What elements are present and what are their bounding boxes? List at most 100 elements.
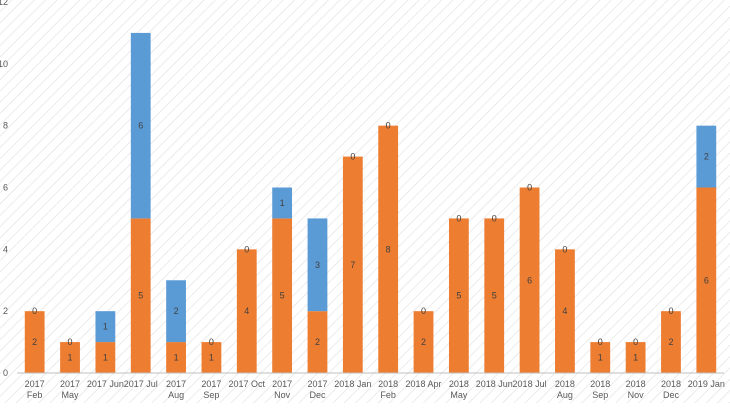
bar-segment-orange — [307, 311, 328, 373]
data-label: 2 — [315, 337, 320, 347]
data-label: 4 — [244, 306, 249, 316]
x-tick-label: Dec — [309, 390, 326, 400]
data-label: 0 — [598, 337, 603, 347]
bar-segment-orange — [696, 187, 717, 373]
x-tick-label: 2018 Jun — [476, 379, 513, 389]
x-tick-label: May — [62, 390, 80, 400]
x-tick-label: 2017 Jun — [87, 379, 124, 389]
data-label: 1 — [103, 353, 108, 363]
data-label: 1 — [209, 353, 214, 363]
bar-segment-orange — [519, 187, 540, 373]
data-label: 1 — [68, 353, 73, 363]
bar-segment-orange — [378, 125, 399, 374]
x-tick-label: Sep — [203, 390, 219, 400]
bar-segment-orange — [625, 342, 646, 373]
bar-segment-orange — [60, 342, 80, 373]
data-label: 0 — [68, 337, 73, 347]
y-axis: 0 2 4 6 8 10 12 — [0, 0, 8, 378]
data-label: 0 — [209, 337, 214, 347]
data-label: 8 — [386, 244, 391, 254]
data-labels: 2 0 1 0 1 1 5 6 1 2 1 0 4 0 5 1 2 3 7 0 8 0 2 0 5 0 5 0 6 0 4 0 1 0 1 0 2 0 6 2 — [32, 121, 709, 363]
x-tick-label: 2019 Jan — [688, 379, 725, 389]
data-label: 1 — [280, 198, 285, 208]
data-label: 5 — [280, 291, 285, 301]
x-tick-label: Feb — [380, 390, 396, 400]
data-label: 5 — [456, 291, 461, 301]
data-label: 1 — [598, 353, 603, 363]
data-label: 0 — [668, 306, 673, 316]
data-label: 6 — [704, 275, 709, 285]
data-label: 0 — [492, 213, 497, 223]
data-label: 4 — [562, 306, 567, 316]
data-label: 0 — [386, 121, 391, 131]
x-tick-label: Nov — [628, 390, 645, 400]
x-tick-label: Dec — [663, 390, 680, 400]
bar-segment-blue — [130, 32, 151, 219]
data-label: 2 — [421, 337, 426, 347]
x-tick-label: Aug — [557, 390, 573, 400]
bar-series — [24, 32, 717, 374]
data-label: 0 — [456, 213, 461, 223]
x-tick-label: 2017 — [25, 379, 45, 389]
bar-segment-orange — [484, 218, 505, 373]
data-label: 1 — [103, 322, 108, 332]
data-label: 1 — [174, 353, 179, 363]
bar-segment-orange — [272, 218, 293, 373]
data-label: 7 — [350, 260, 355, 270]
x-tick-label: 2018 — [626, 379, 646, 389]
bar-segment-blue — [696, 125, 717, 188]
x-tick-label: 2017 — [166, 379, 186, 389]
x-tick-label: 2017 Oct — [229, 379, 266, 389]
x-tick-label: Nov — [274, 390, 291, 400]
data-label: 2 — [32, 337, 37, 347]
bar-segment-orange — [590, 342, 611, 373]
bar-segment-orange — [555, 249, 575, 373]
x-tick-label: 2017 — [201, 379, 221, 389]
bar-segment-orange — [24, 311, 45, 373]
bar-segment-orange — [342, 156, 363, 373]
data-label: 2 — [174, 306, 179, 316]
y-tick-label: 2 — [3, 306, 8, 316]
bar-segment-orange — [166, 342, 186, 373]
x-tick-label: 2018 — [590, 379, 610, 389]
bar-segment-blue — [166, 280, 186, 343]
bar-segment-orange — [236, 249, 257, 373]
x-tick-label: 2018 — [449, 379, 469, 389]
data-label: 2 — [704, 152, 709, 162]
data-label: 1 — [633, 353, 638, 363]
data-label: 0 — [527, 183, 532, 193]
y-tick-label: 8 — [3, 121, 8, 131]
x-tick-label: Feb — [27, 390, 43, 400]
y-tick-label: 0 — [3, 368, 8, 378]
y-tick-label: 10 — [0, 59, 8, 69]
data-label: 0 — [350, 152, 355, 162]
x-tick-label: Sep — [592, 390, 608, 400]
x-tick-label: 2018 — [661, 379, 681, 389]
y-tick-label: 12 — [0, 0, 8, 7]
data-label: 6 — [138, 121, 143, 131]
data-label: 5 — [138, 291, 143, 301]
x-tick-label: 2017 Jul — [124, 379, 158, 389]
data-label: 0 — [32, 306, 37, 316]
x-tick-label: 2017 — [307, 379, 327, 389]
x-tick-label: 2018 Apr — [406, 379, 442, 389]
y-tick-label: 6 — [3, 183, 8, 193]
x-tick-label: 2017 — [272, 379, 292, 389]
data-label: 0 — [421, 306, 426, 316]
bar-segment-orange — [201, 342, 222, 373]
data-label: 0 — [633, 337, 638, 347]
x-tick-label: 2018 — [378, 379, 398, 389]
bar-segment-orange — [661, 311, 681, 373]
data-label: 5 — [492, 291, 497, 301]
data-label: 0 — [244, 244, 249, 254]
x-tick-label: May — [450, 390, 468, 400]
x-tick-label: 2018 — [555, 379, 575, 389]
bar-segment-orange — [130, 218, 151, 373]
bar-segment-orange — [95, 342, 116, 373]
data-label: 6 — [527, 275, 532, 285]
data-label: 2 — [668, 337, 673, 347]
